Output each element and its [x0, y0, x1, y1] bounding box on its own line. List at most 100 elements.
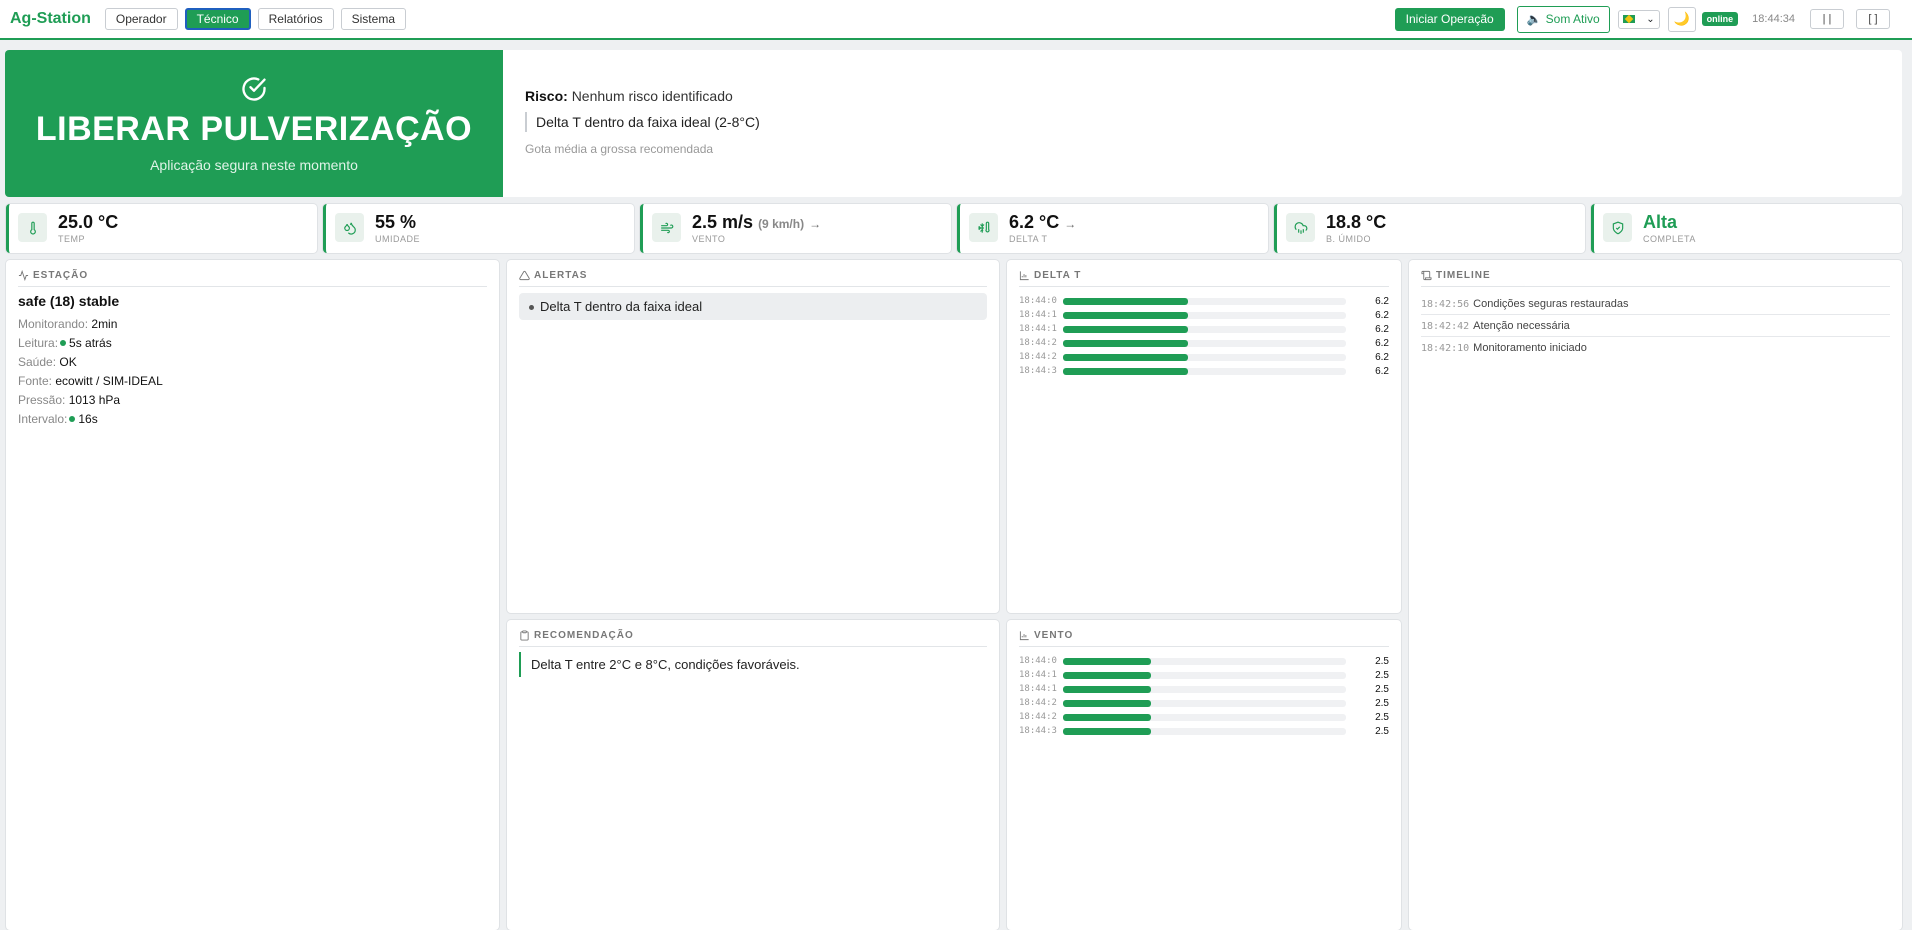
chart-bar-track [1063, 671, 1346, 679]
chart-bar-row: 18:44:0 2.5 [1019, 654, 1389, 668]
chart-bar-track [1063, 325, 1346, 333]
metric-label: B. ÚMIDO [1326, 234, 1372, 244]
metric-label: DELTA T [1009, 234, 1048, 244]
chart-bar-row: 18:44:2 6.2 [1019, 350, 1389, 364]
thermometer-snow-icon [969, 213, 998, 242]
delta-t-chart-panel: DELTA T 18:44:0 6.2 18:44:1 6.2 18:44:1 6.2 18… [1007, 260, 1401, 613]
status-badge: online [1701, 12, 1739, 26]
chart-bar-row: 18:44:3 6.2 [1019, 364, 1389, 378]
chart-bar-row: 18:44:1 6.2 [1019, 308, 1389, 322]
metric-card-wet-bulb: 18.8 °C B. ÚMIDO [1274, 204, 1585, 253]
alerts-panel: ALERTAS Delta T dentro da faixa ideal [507, 260, 999, 613]
tab-sistema[interactable]: Sistema [340, 8, 406, 30]
metric-value: Alta [1643, 212, 1677, 233]
chart-bar-track [1063, 339, 1346, 347]
scroll-icon [1421, 270, 1432, 281]
timeline-text: Condições seguras restauradas [1473, 298, 1629, 310]
chart-bar [1063, 671, 1152, 679]
risk-detail: Delta T dentro da faixa ideal (2-8°C) [525, 112, 760, 132]
chart-bar [1063, 325, 1189, 333]
metric-extra: (9 km/h) [758, 217, 805, 231]
chart-bar-track [1063, 297, 1346, 305]
risk-label: Risco: [525, 88, 568, 104]
chart-bar-row: 18:44:2 2.5 [1019, 696, 1389, 710]
fullscreen-button[interactable]: [ ] [1856, 9, 1890, 29]
theme-toggle-button[interactable]: 🌙 [1667, 6, 1696, 32]
row-value: ecowitt / SIM-IDEAL [55, 374, 163, 388]
chart-bar-row: 18:44:2 6.2 [1019, 336, 1389, 350]
metric-card-temp: 25.0 °C TEMP [6, 204, 317, 253]
metric-number: 6.2 °C [1009, 212, 1060, 232]
station-status: safe (18) stable [18, 293, 120, 309]
chart-value-label: 6.2 [1375, 309, 1389, 321]
start-operation-button[interactable]: Iniciar Operação [1394, 7, 1505, 31]
panel-title: TIMELINE [1436, 270, 1491, 281]
language-select[interactable]: ⌄ [1617, 9, 1660, 29]
panel-header: RECOMENDAÇÃO [519, 630, 987, 647]
timeline-time: 18:42:10 [1421, 343, 1470, 354]
row-key: Intervalo: [18, 412, 68, 426]
chart-value-label: 2.5 [1375, 725, 1389, 737]
chart-bar-track [1063, 685, 1346, 693]
metric-value: 25.0 °C [58, 212, 118, 233]
brazil-flag-icon [1622, 15, 1635, 23]
risk-line: Risco: Nenhum risco identificado [525, 88, 760, 104]
bullet-icon [529, 305, 534, 311]
tab-operador[interactable]: Operador [104, 8, 178, 30]
panel-header: DELTA T [1019, 270, 1389, 287]
chart-value-label: 6.2 [1375, 337, 1389, 349]
clipboard-icon [520, 630, 529, 641]
metric-value: 2.5 m/s (9 km/h) → [692, 212, 821, 233]
row-key: Leitura: [18, 336, 59, 350]
metric-value: 55 % [375, 212, 416, 233]
row-value: 5s atrás [69, 336, 112, 350]
station-info: safe (18) stable Monitorando: 2min Leitu… [18, 293, 163, 429]
chart-value-label: 6.2 [1375, 351, 1389, 363]
pause-button[interactable]: | | [1810, 9, 1844, 29]
recommendation-text: Delta T entre 2°C e 8°C, condições favor… [519, 652, 987, 677]
chart-bar-track [1063, 713, 1346, 721]
chart-value-label: 6.2 [1375, 295, 1389, 307]
chart-bar-row: 18:44:1 2.5 [1019, 668, 1389, 682]
decision-panel: LIBERAR PULVERIZAÇÃO Aplicação segura ne… [5, 50, 503, 197]
chart-bar [1063, 685, 1152, 693]
station-row: Leitura: 5s atrás [18, 334, 163, 353]
decision-subtitle: Aplicação segura neste momento [150, 157, 358, 173]
brand-logo: Ag-Station [10, 10, 91, 27]
delta-t-bar-chart: 18:44:0 6.2 18:44:1 6.2 18:44:1 6.2 18:44:2 6.2… [1019, 294, 1389, 378]
chart-value-label: 2.5 [1375, 697, 1389, 709]
chart-category-label: 18:44:2 [1019, 698, 1057, 708]
chart-category-label: 18:44:0 [1019, 656, 1057, 666]
chart-value-label: 2.5 [1375, 711, 1389, 723]
moon-icon: 🌙 [1673, 11, 1690, 26]
risk-summary: Risco: Nenhum risco identificado Delta T… [525, 88, 760, 156]
chart-bar [1063, 367, 1189, 375]
metric-number: 55 % [375, 212, 417, 232]
chart-bar [1063, 297, 1189, 305]
chart-bar [1063, 353, 1189, 361]
bar-chart-icon [1019, 271, 1029, 281]
tab-relatorios[interactable]: Relatórios [257, 8, 334, 30]
chart-category-label: 18:44:1 [1019, 324, 1057, 334]
sound-toggle-label: Som Ativo [1545, 11, 1600, 26]
chart-category-label: 18:44:2 [1019, 352, 1057, 362]
chart-category-label: 18:44:2 [1019, 338, 1057, 348]
station-row: Fonte: ecowitt / SIM-IDEAL [18, 372, 163, 391]
panel-header: ALERTAS [519, 270, 987, 287]
timeline-item: 18:42:56 Condições seguras restauradas [1421, 293, 1890, 315]
tab-tecnico[interactable]: Técnico [184, 8, 251, 30]
sound-toggle-button[interactable]: 🔈 Som Ativo [1516, 5, 1610, 33]
chart-bar [1063, 699, 1152, 707]
station-row: Intervalo: 16s [18, 410, 163, 429]
row-value: 16s [78, 412, 98, 426]
timeline-time: 18:42:56 [1421, 299, 1470, 310]
metric-card-wind: 2.5 m/s (9 km/h) → VENTO [640, 204, 951, 253]
timeline-panel: TIMELINE 18:42:56 Condições seguras resta… [1409, 260, 1902, 930]
row-key: Fonte: [18, 374, 53, 388]
chart-category-label: 18:44:1 [1019, 310, 1057, 320]
panel-header: ESTAÇÃO [18, 270, 487, 287]
decision-banner: LIBERAR PULVERIZAÇÃO Aplicação segura ne… [5, 50, 1902, 197]
metric-card-delta-t: 6.2 °C → DELTA T [957, 204, 1268, 253]
top-bar: Ag-Station Operador Técnico Relatórios S… [0, 0, 1912, 40]
row-value: OK [59, 355, 77, 369]
